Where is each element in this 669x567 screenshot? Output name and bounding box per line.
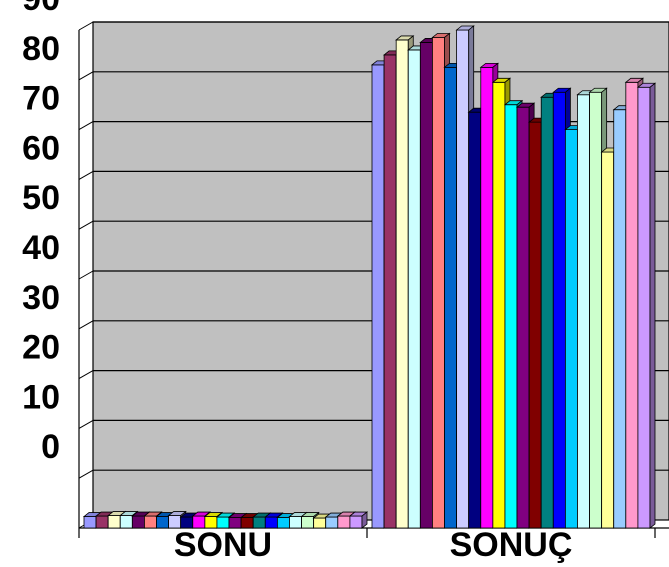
gridline-side	[78, 469, 94, 479]
bar-front	[589, 91, 603, 529]
bar-front	[119, 515, 133, 529]
bar-sonuç-23	[636, 82, 657, 529]
bar-front	[480, 66, 494, 529]
bar-front	[625, 81, 639, 529]
gridline-side	[78, 270, 94, 280]
y-tick-label: 40	[22, 229, 60, 267]
bar-front	[407, 49, 421, 529]
x-axis-categories: SONU SONUÇ	[174, 526, 573, 564]
bar-front	[492, 81, 506, 529]
bar-front	[144, 515, 157, 529]
bar-front	[540, 96, 554, 529]
bar-front	[107, 515, 121, 529]
bar-front	[337, 515, 351, 529]
gridline-side	[78, 121, 94, 131]
x-category-label: SONUÇ	[450, 526, 573, 564]
gridline-side	[78, 220, 94, 230]
bar-front	[301, 516, 315, 529]
gridline-side	[78, 170, 94, 180]
bar-front	[419, 42, 433, 529]
y-tick-label: 80	[22, 30, 60, 68]
bar-front	[313, 517, 327, 529]
gridline-side	[78, 370, 94, 380]
y-axis-ticks: 0 10 20 30 40 50 60 70 80 90	[22, 0, 60, 466]
bar-side	[649, 82, 656, 529]
bar-front	[383, 54, 397, 529]
bar-front	[444, 66, 458, 529]
bar-front	[564, 129, 578, 529]
gridline-side	[78, 419, 94, 429]
gridline-side	[78, 21, 94, 31]
y-tick-label: 50	[22, 179, 60, 217]
y-tick-label: 0	[41, 428, 60, 466]
bar-front	[613, 109, 627, 529]
bar-front	[432, 37, 445, 529]
bar-sonu-23	[348, 511, 369, 529]
bar-front	[83, 516, 97, 529]
bar-front	[516, 106, 530, 529]
bar-front	[468, 111, 482, 529]
bar-front	[504, 104, 518, 529]
bar-front	[395, 39, 409, 529]
bar-front	[289, 516, 302, 529]
bar-side	[361, 511, 368, 529]
y-tick-label: 70	[22, 80, 60, 118]
x-category-label: SONU	[174, 526, 272, 564]
bar-front	[456, 29, 470, 529]
y-tick-label: 30	[22, 279, 60, 317]
bar-front	[637, 86, 651, 529]
bar-front	[371, 64, 385, 529]
bar-front	[276, 517, 290, 529]
gridline-side	[78, 320, 94, 330]
bar-front	[131, 515, 145, 529]
y-tick-label: 90	[22, 0, 60, 18]
bar-front	[349, 515, 363, 529]
y-tick-label: 10	[22, 378, 60, 416]
bar-front	[325, 516, 339, 529]
bar-front	[577, 94, 590, 529]
bar-front	[156, 516, 170, 529]
bar-front	[95, 515, 109, 529]
bar-front	[528, 121, 542, 529]
bar-front	[601, 151, 615, 529]
gridline-side	[78, 71, 94, 81]
y-tick-label: 20	[22, 329, 60, 367]
y-tick-label: 60	[22, 129, 60, 167]
bars	[82, 25, 657, 529]
bar-front	[552, 91, 566, 529]
